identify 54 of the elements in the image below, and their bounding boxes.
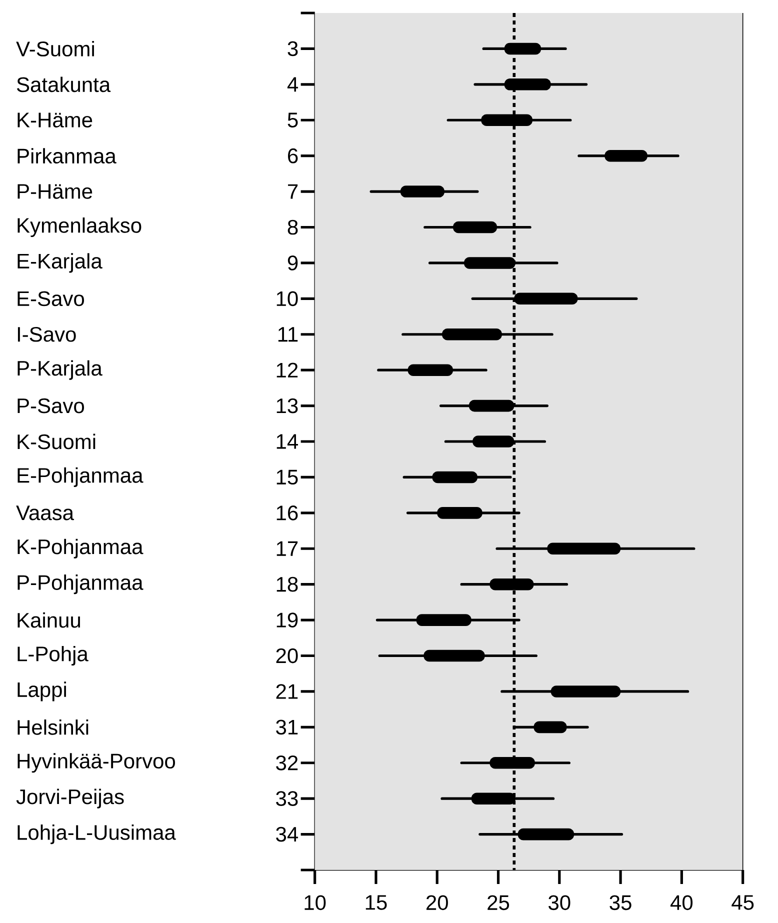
y-tick-label: L-Pohja: [18, 646, 88, 666]
text: 16: [276, 505, 298, 520]
x-tick-label: 35: [610, 895, 632, 910]
x-tick-label: 25: [488, 895, 510, 910]
text: 10: [276, 291, 298, 306]
y-tick-label: P-Karjala: [18, 360, 102, 380]
text: 20: [276, 648, 298, 664]
text: 6: [288, 148, 298, 164]
y-tick-label: K-Häme: [18, 112, 92, 128]
x-tick-label: 45: [732, 895, 754, 910]
x-tick-label: 15: [366, 895, 387, 910]
text: 14: [276, 434, 298, 449]
text: 13: [276, 398, 298, 414]
text: 5: [288, 112, 298, 128]
y-tick-label: P-Pohjanmaa: [18, 574, 144, 594]
text: 17: [276, 541, 298, 556]
y-tick-label: K-Suomi: [18, 434, 96, 450]
text: 32: [276, 755, 298, 770]
y-tick-label: Kymenlaakso: [18, 217, 142, 238]
y-tick-label: Helsinki: [18, 719, 88, 735]
y-tick-label: Lappi: [18, 682, 66, 702]
y-tick-label: E-Karjala: [18, 253, 102, 273]
text: 9: [288, 256, 298, 270]
text: 19: [276, 612, 298, 628]
y-tick-label: V-Suomi: [16, 41, 94, 56]
x-tick-label: 20: [426, 895, 448, 910]
y-tick-label: Pirkanmaa: [18, 148, 116, 164]
text: 7: [288, 184, 298, 199]
y-tick-label: Lohja-L-Uusimaa: [18, 824, 176, 844]
y-tick-label: I-Savo: [18, 326, 76, 342]
text: 21: [276, 684, 298, 699]
text: 34: [276, 826, 298, 842]
y-tick-label: P-Häme: [18, 184, 92, 199]
text: 31: [276, 720, 298, 735]
x-tick-label: 40: [670, 895, 693, 910]
y-tick-label: Satakunta: [17, 76, 111, 92]
x-tick-label: 30: [548, 895, 570, 910]
text: 12: [276, 362, 298, 378]
text: 3: [288, 41, 298, 56]
text: 18: [276, 576, 298, 592]
y-tick-label: K-Pohjanmaa: [18, 538, 144, 558]
y-tick-label: Hyvinkää-Porvoo: [18, 753, 176, 773]
y-tick-label: Vaasa: [16, 506, 74, 520]
y-tick-label: E-Savo: [18, 291, 84, 306]
text: 11: [278, 327, 298, 342]
text: 15: [276, 470, 298, 485]
text: 4: [288, 77, 298, 92]
text: 8: [288, 220, 298, 235]
text: 33: [276, 791, 298, 806]
y-tick-label: Kainuu: [18, 612, 80, 628]
x-tick-label: 10: [304, 895, 326, 910]
y-tick-label: E-Pohjanmaa: [18, 467, 144, 488]
y-tick-label: Jorvi-Peijas: [16, 788, 124, 808]
y-tick-label: P-Savo: [18, 398, 84, 414]
